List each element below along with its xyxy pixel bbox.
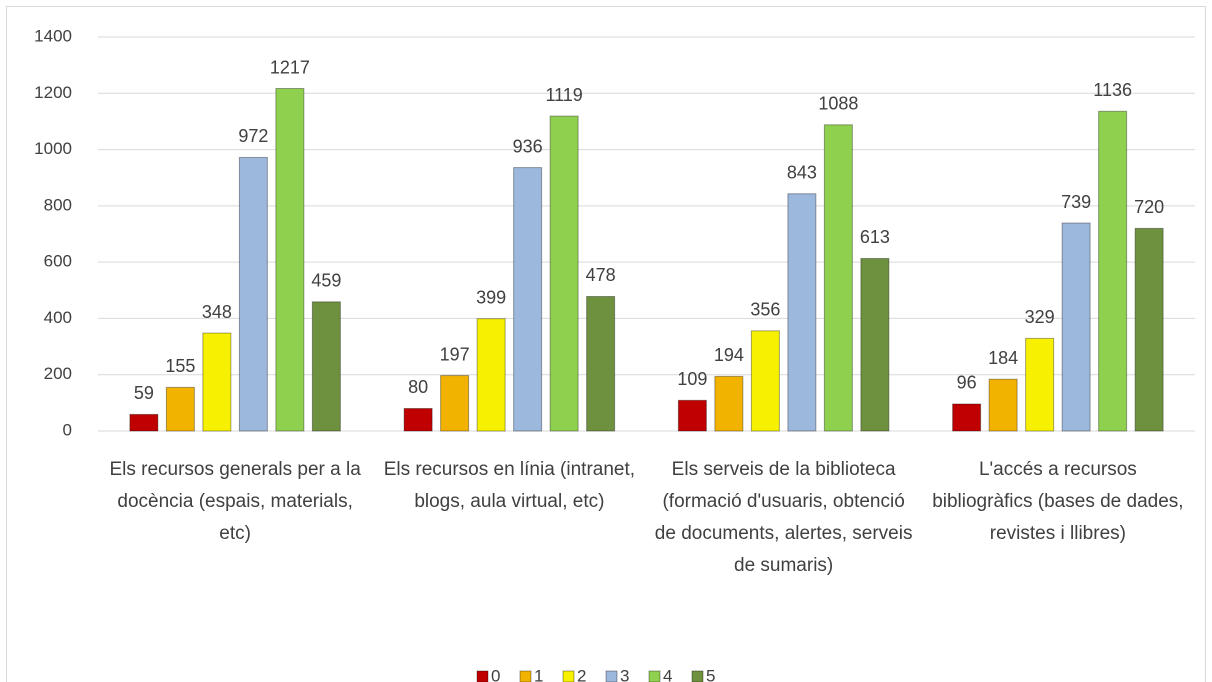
legend-swatch: [519, 670, 532, 682]
y-tick-label: 200: [44, 364, 72, 383]
x-tick-label: L'accés a recursos bibliogràfics (bases …: [932, 459, 1184, 544]
data-label: 459: [311, 271, 341, 291]
data-label: 613: [860, 227, 890, 247]
bar: [165, 386, 195, 432]
bar: [403, 407, 433, 432]
legend-swatch: [476, 670, 489, 682]
bar: [476, 318, 506, 432]
y-tick-label: 600: [44, 252, 72, 271]
data-label: 348: [202, 302, 232, 322]
bar: [549, 115, 579, 432]
legend-swatch: [562, 670, 575, 682]
data-label: 399: [476, 287, 506, 307]
legend-label: 3: [620, 666, 629, 682]
bar: [1061, 222, 1091, 432]
data-label: 59: [134, 383, 154, 403]
data-label: 80: [408, 377, 428, 397]
legend-swatch: [691, 670, 704, 682]
bar: [129, 413, 159, 432]
data-label: 972: [238, 126, 268, 146]
bar: [440, 375, 470, 432]
x-tick-label: Els recursos generals per a la docència …: [109, 459, 361, 544]
bar: [586, 295, 616, 432]
data-label: 720: [1134, 197, 1164, 217]
legend-swatch: [648, 670, 661, 682]
data-label: 1119: [545, 85, 582, 105]
bar: [952, 403, 982, 432]
data-label: 356: [750, 300, 780, 320]
legend-swatch: [605, 670, 618, 682]
y-tick-label: 1400: [34, 26, 72, 45]
y-tick-label: 1000: [34, 139, 72, 158]
data-label: 194: [714, 345, 744, 365]
bar: [750, 330, 780, 432]
bar: [677, 399, 707, 432]
bar: [787, 193, 817, 432]
legend-label: 0: [491, 666, 500, 682]
bar: [823, 124, 853, 432]
legend-label: 4: [663, 666, 672, 682]
data-label: 329: [1025, 307, 1055, 327]
data-label: 1136: [1093, 80, 1132, 100]
x-tick-label: Els serveis de la biblioteca (formació d…: [654, 459, 913, 576]
data-label: 478: [586, 265, 616, 285]
data-label: 843: [787, 163, 817, 183]
data-label: 96: [957, 373, 977, 393]
data-label: 109: [677, 369, 707, 389]
y-tick-label: 1200: [34, 83, 72, 102]
bar: [238, 156, 268, 432]
bar: [275, 88, 305, 432]
bar: [714, 375, 744, 432]
y-tick-label: 0: [63, 420, 72, 439]
bar: [202, 332, 232, 432]
x-tick-label: Els recursos en línia (intranet, blogs, …: [383, 459, 636, 512]
data-label: 197: [440, 344, 470, 364]
data-label: 1217: [270, 57, 310, 77]
bar: [311, 301, 341, 432]
bar: [513, 167, 543, 432]
data-label: 739: [1061, 192, 1091, 212]
legend-label: 2: [577, 666, 586, 682]
bar: [1134, 227, 1164, 432]
data-label: 936: [513, 136, 543, 156]
data-label: 184: [988, 348, 1018, 368]
y-tick-label: 400: [44, 308, 72, 327]
data-label: 155: [165, 356, 195, 376]
legend-label: 5: [706, 666, 715, 682]
y-tick-label: 800: [44, 195, 72, 214]
bar: [1025, 337, 1055, 432]
bar: [860, 257, 890, 432]
bar: [988, 378, 1018, 432]
data-label: 1088: [818, 94, 858, 114]
bar: [1098, 110, 1128, 432]
legend-label: 1: [534, 666, 543, 682]
